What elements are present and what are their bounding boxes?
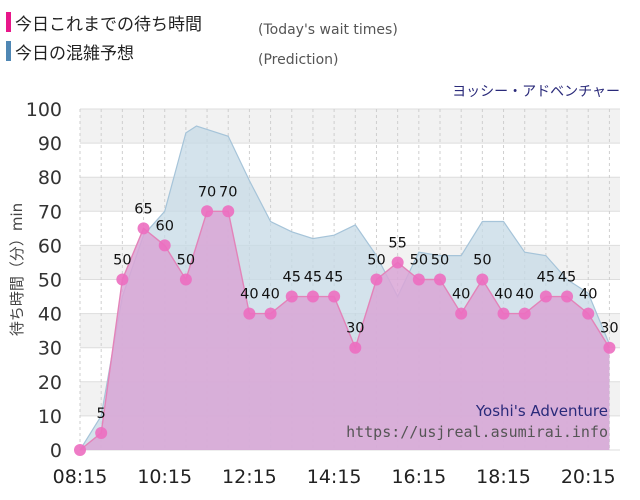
- data-point: [476, 273, 489, 286]
- data-label: 50: [367, 253, 385, 269]
- data-point: [201, 205, 214, 218]
- data-label: 50: [410, 253, 428, 269]
- data-point: [603, 341, 616, 354]
- data-point: [434, 273, 446, 286]
- legend-actual-label: 今日これまでの待ち時間: [15, 14, 202, 35]
- legend-actual: 今日これまでの待ち時間: [6, 11, 202, 35]
- data-point: [561, 290, 574, 303]
- data-label: 50: [113, 253, 131, 269]
- x-tick-label: 08:15: [53, 466, 108, 488]
- watermark-name: Yoshi's Adventure: [475, 402, 608, 420]
- data-point: [243, 307, 256, 320]
- data-label: 5: [97, 406, 106, 422]
- legend-prediction-label: 今日の混雑予想: [15, 43, 134, 64]
- data-label: 40: [452, 287, 470, 303]
- data-label: 40: [579, 287, 597, 303]
- data-point: [539, 290, 552, 303]
- data-label: 65: [134, 201, 152, 217]
- data-point: [455, 307, 468, 320]
- data-point: [391, 256, 404, 269]
- legend-prediction: 今日の混雑予想: [6, 40, 134, 64]
- data-point: [349, 341, 362, 354]
- data-label: 50: [473, 253, 491, 269]
- data-label: 50: [177, 253, 195, 269]
- data-label: 30: [346, 321, 364, 337]
- y-tick-label: 0: [50, 440, 62, 462]
- x-tick-label: 14:15: [307, 466, 362, 488]
- y-tick-label: 40: [38, 304, 62, 326]
- plot-band: [80, 177, 620, 212]
- data-point: [328, 290, 341, 303]
- actual-area: [80, 211, 610, 450]
- watermark-url: https://usjreal.asumirai.info: [346, 423, 608, 441]
- data-point: [74, 444, 86, 456]
- data-label: 30: [600, 321, 618, 337]
- y-axis-label: 待ち時間（分）min: [8, 203, 26, 336]
- y-tick-label: 20: [38, 372, 62, 394]
- data-point: [370, 273, 383, 286]
- y-tick-label: 60: [38, 235, 62, 257]
- data-label: 40: [261, 287, 279, 303]
- y-tick-label: 70: [38, 201, 62, 223]
- data-point: [264, 307, 277, 320]
- data-point: [412, 273, 425, 286]
- data-label: 70: [198, 184, 216, 200]
- data-label: 40: [240, 287, 258, 303]
- data-label: 45: [304, 270, 322, 286]
- y-tick-label: 30: [38, 338, 62, 360]
- data-label: 45: [325, 270, 343, 286]
- data-point: [95, 426, 108, 439]
- y-tick-label: 80: [38, 167, 62, 189]
- data-point: [158, 239, 171, 252]
- x-tick-label: 10:15: [137, 466, 192, 488]
- plot-band: [80, 109, 620, 144]
- data-label: 60: [155, 218, 173, 234]
- y-tick-label: 100: [26, 99, 62, 121]
- x-tick-label: 18:15: [476, 466, 531, 488]
- data-label: 45: [558, 270, 576, 286]
- legend-prediction-note: (Prediction): [258, 52, 339, 68]
- data-label: 40: [515, 287, 533, 303]
- legend-actual-swatch: [6, 12, 11, 32]
- data-point: [497, 307, 510, 320]
- plot-band: [80, 143, 620, 178]
- y-tick-label: 10: [38, 406, 62, 428]
- x-tick-label: 12:15: [222, 466, 277, 488]
- data-point: [137, 222, 150, 235]
- data-label: 45: [283, 270, 301, 286]
- prediction-line: [79, 125, 610, 451]
- data-label: 70: [219, 184, 237, 200]
- x-tick-label: 20:15: [561, 466, 616, 488]
- data-point: [518, 307, 531, 320]
- chart-title: ヨッシー・アドベンチャー: [452, 84, 620, 100]
- legend-prediction-swatch: [6, 41, 11, 61]
- data-point: [179, 273, 192, 286]
- data-point: [222, 205, 235, 218]
- data-label: 40: [494, 287, 512, 303]
- data-label: 50: [431, 253, 449, 269]
- data-point: [582, 307, 595, 320]
- data-point: [116, 273, 129, 286]
- data-label: 55: [388, 235, 406, 251]
- legend-actual-note: (Today's wait times): [258, 22, 398, 38]
- x-tick-label: 16:15: [391, 466, 446, 488]
- data-label: 45: [537, 270, 555, 286]
- data-point: [306, 290, 319, 303]
- data-point: [285, 290, 298, 303]
- y-tick-label: 90: [38, 133, 62, 155]
- y-tick-label: 50: [38, 270, 62, 292]
